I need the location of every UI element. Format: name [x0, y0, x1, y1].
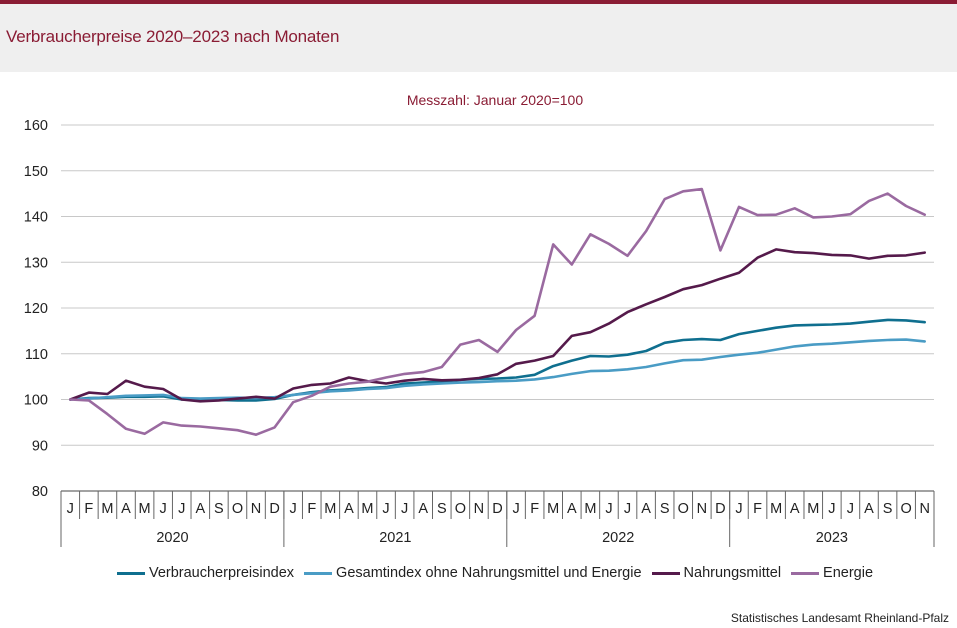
x-tick-label: F	[84, 501, 93, 517]
legend-swatch-gesamtindex	[304, 571, 333, 575]
x-tick-label: J	[828, 501, 835, 517]
x-tick-label: N	[919, 501, 929, 517]
x-tick-label: D	[715, 501, 725, 517]
legend-item-energie: Energie	[791, 565, 873, 581]
legend-swatch-energie	[791, 571, 820, 575]
chart-legend: Verbraucherpreisindex Gesamtindex ohne N…	[0, 565, 957, 581]
x-tick-label: J	[624, 501, 631, 517]
x-tick-label: O	[678, 501, 689, 517]
x-tick-label: J	[67, 501, 74, 517]
x-tick-label: S	[214, 501, 224, 517]
y-tick-label: 130	[24, 255, 48, 271]
x-tick-label: M	[770, 501, 782, 517]
x-tick-label: A	[195, 501, 205, 517]
year-label: 2021	[379, 530, 411, 546]
y-tick-label: 160	[24, 118, 48, 134]
chart-subtitle: Messzahl: Januar 2020=100	[406, 92, 584, 108]
legend-label: Gesamtindex ohne Nahrungsmittel und Ener…	[336, 565, 642, 581]
x-tick-label: S	[660, 501, 670, 517]
x-tick-label: M	[139, 501, 151, 517]
x-tick-label: M	[807, 501, 819, 517]
x-tick-label: O	[455, 501, 466, 517]
x-tick-label: N	[474, 501, 484, 517]
legend-item-gesamtindex: Gesamtindex ohne Nahrungsmittel und Ener…	[304, 565, 642, 581]
x-tick-label: D	[492, 501, 502, 517]
x-tick-label: M	[101, 501, 113, 517]
series-line-nahrungsmittel	[69, 248, 927, 403]
x-tick-label: S	[883, 501, 893, 517]
legend-swatch-nahrungsmittel	[651, 571, 680, 575]
y-tick-label: 140	[24, 210, 48, 226]
x-tick-label: D	[269, 501, 279, 517]
x-tick-label: A	[418, 501, 428, 517]
x-tick-label: O	[900, 501, 911, 517]
y-tick-label: 120	[24, 301, 48, 317]
year-label: 2022	[602, 530, 634, 546]
x-tick-label: M	[584, 501, 596, 517]
legend-item-nahrungsmittel: Nahrungsmittel	[651, 565, 782, 581]
y-tick-label: 100	[24, 393, 48, 409]
x-tick-label: F	[530, 501, 539, 517]
x-tick-label: J	[512, 501, 519, 517]
y-tick-label: 80	[32, 484, 48, 500]
year-label: 2023	[816, 530, 848, 546]
x-tick-label: O	[232, 501, 243, 517]
x-tick-label: J	[735, 501, 742, 517]
source-note: Statistisches Landesamt Rheinland-Pfalz	[730, 611, 949, 625]
legend-swatch-verbraucherpreisindex	[116, 571, 145, 575]
x-tick-label: A	[344, 501, 354, 517]
x-tick-label: M	[547, 501, 559, 517]
x-tick-label: A	[864, 501, 874, 517]
legend-label: Nahrungsmittel	[683, 565, 782, 581]
x-tick-label: J	[290, 501, 297, 517]
x-tick-label: N	[697, 501, 707, 517]
series-line-gesamtindex-ohne-nahrungsmittel-und-energie	[69, 338, 927, 401]
x-tick-label: M	[361, 501, 373, 517]
legend-label: Energie	[823, 565, 874, 581]
x-tick-label: A	[121, 501, 131, 517]
x-tick-label: J	[160, 501, 167, 517]
x-tick-label: M	[324, 501, 336, 517]
chart-panel	[0, 72, 957, 628]
x-tick-label: J	[605, 501, 612, 517]
x-tick-label: J	[382, 501, 389, 517]
series-line-energie	[69, 187, 927, 437]
x-tick-label: N	[251, 501, 261, 517]
x-tick-label: A	[641, 501, 651, 517]
legend-label: Verbraucherpreisindex	[148, 565, 295, 581]
x-tick-label: F	[307, 501, 316, 517]
x-tick-label: J	[847, 501, 854, 517]
x-tick-label: J	[178, 501, 185, 517]
y-tick-label: 110	[25, 347, 48, 363]
x-tick-label: A	[790, 501, 800, 517]
x-tick-label: A	[567, 501, 577, 517]
series-line-verbraucherpreisindex	[69, 318, 927, 402]
x-tick-label: J	[401, 501, 408, 517]
x-tick-label: S	[437, 501, 447, 517]
y-tick-label: 150	[24, 164, 48, 180]
legend-item-verbraucherpreisindex: Verbraucherpreisindex	[116, 565, 295, 581]
y-tick-label: 90	[32, 438, 48, 454]
year-label: 2020	[156, 530, 188, 546]
page-title: Verbraucherpreise 2020–2023 nach Monaten	[6, 27, 340, 46]
x-tick-label: F	[753, 501, 762, 517]
top-accent-bar	[0, 0, 957, 4]
